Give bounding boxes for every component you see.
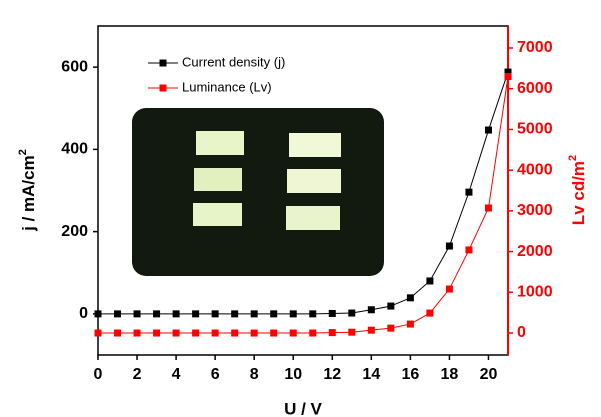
marker xyxy=(211,310,219,318)
y2-tick-label: 7000 xyxy=(517,39,553,56)
marker xyxy=(328,329,336,337)
marker xyxy=(250,310,258,318)
y2-tick-label: 0 xyxy=(517,324,526,341)
x-tick-label: 20 xyxy=(480,366,498,383)
legend-label: Current density (j) xyxy=(182,54,285,69)
x-tick-label: 12 xyxy=(323,366,341,383)
marker xyxy=(504,68,512,76)
y-axis-title: j / mA/cm2 xyxy=(17,149,39,232)
x-tick-label: 18 xyxy=(441,366,459,383)
marker xyxy=(133,310,141,318)
x-axis-title: U / V xyxy=(284,399,322,417)
y-tick-label: 200 xyxy=(61,223,88,240)
y-tick-label: 600 xyxy=(61,58,88,75)
marker xyxy=(445,285,453,293)
legend-marker xyxy=(159,84,167,92)
y2-axis-title-main: Lv cd/m xyxy=(569,161,588,225)
y-axis-title-main: j / mA/cm xyxy=(19,155,38,232)
marker xyxy=(426,277,434,285)
x-tick-label: 10 xyxy=(284,366,302,383)
marker xyxy=(153,310,161,318)
marker xyxy=(192,329,200,337)
y2-tick-label: 1000 xyxy=(517,284,553,301)
x-tick-label: 14 xyxy=(362,366,380,383)
marker xyxy=(445,242,453,250)
marker xyxy=(94,329,102,337)
marker xyxy=(465,188,473,196)
marker xyxy=(231,329,239,337)
marker xyxy=(504,72,512,80)
marker xyxy=(250,329,258,337)
legend-marker xyxy=(159,59,167,67)
legend-label: Luminance (Lv) xyxy=(182,79,272,94)
marker xyxy=(406,320,414,328)
x-tick-label: 8 xyxy=(250,366,259,383)
marker xyxy=(426,309,434,317)
marker xyxy=(367,306,375,314)
marker xyxy=(309,329,317,337)
x-tick-label: 2 xyxy=(133,366,142,383)
y2-axis-title-sup: 2 xyxy=(567,155,579,161)
marker xyxy=(192,310,200,318)
marker xyxy=(289,329,297,337)
marker xyxy=(172,329,180,337)
marker xyxy=(270,329,278,337)
y-tick-label: 400 xyxy=(61,141,88,158)
marker xyxy=(387,324,395,332)
marker xyxy=(289,310,297,318)
marker xyxy=(348,309,356,317)
y2-tick-label: 5000 xyxy=(517,121,553,138)
marker xyxy=(367,326,375,334)
x-tick-label: 4 xyxy=(172,366,181,383)
y-tick-label: 0 xyxy=(79,305,88,322)
marker xyxy=(270,310,278,318)
marker xyxy=(484,204,492,212)
marker xyxy=(114,310,122,318)
marker xyxy=(309,310,317,318)
marker xyxy=(387,302,395,310)
y2-tick-label: 6000 xyxy=(517,80,553,97)
x-tick-label: 0 xyxy=(94,366,103,383)
marker xyxy=(406,294,414,302)
marker xyxy=(484,126,492,134)
marker xyxy=(114,329,122,337)
series-line xyxy=(98,76,509,334)
marker xyxy=(153,329,161,337)
marker xyxy=(348,328,356,336)
marker xyxy=(211,329,219,337)
x-tick-label: 16 xyxy=(401,366,419,383)
series-line xyxy=(98,71,509,315)
y2-tick-label: 2000 xyxy=(517,243,553,260)
marker xyxy=(94,310,102,318)
y2-tick-label: 4000 xyxy=(517,161,553,178)
marker xyxy=(465,246,473,254)
y-axis-title-sup: 2 xyxy=(17,149,29,155)
marker xyxy=(172,310,180,318)
inset-photo xyxy=(132,108,384,276)
x-tick-label: 6 xyxy=(211,366,220,383)
y2-axis-title: Lv cd/m2 xyxy=(567,155,589,225)
marker xyxy=(231,310,239,318)
marker xyxy=(328,309,336,317)
marker xyxy=(133,329,141,337)
y2-tick-label: 3000 xyxy=(517,202,553,219)
